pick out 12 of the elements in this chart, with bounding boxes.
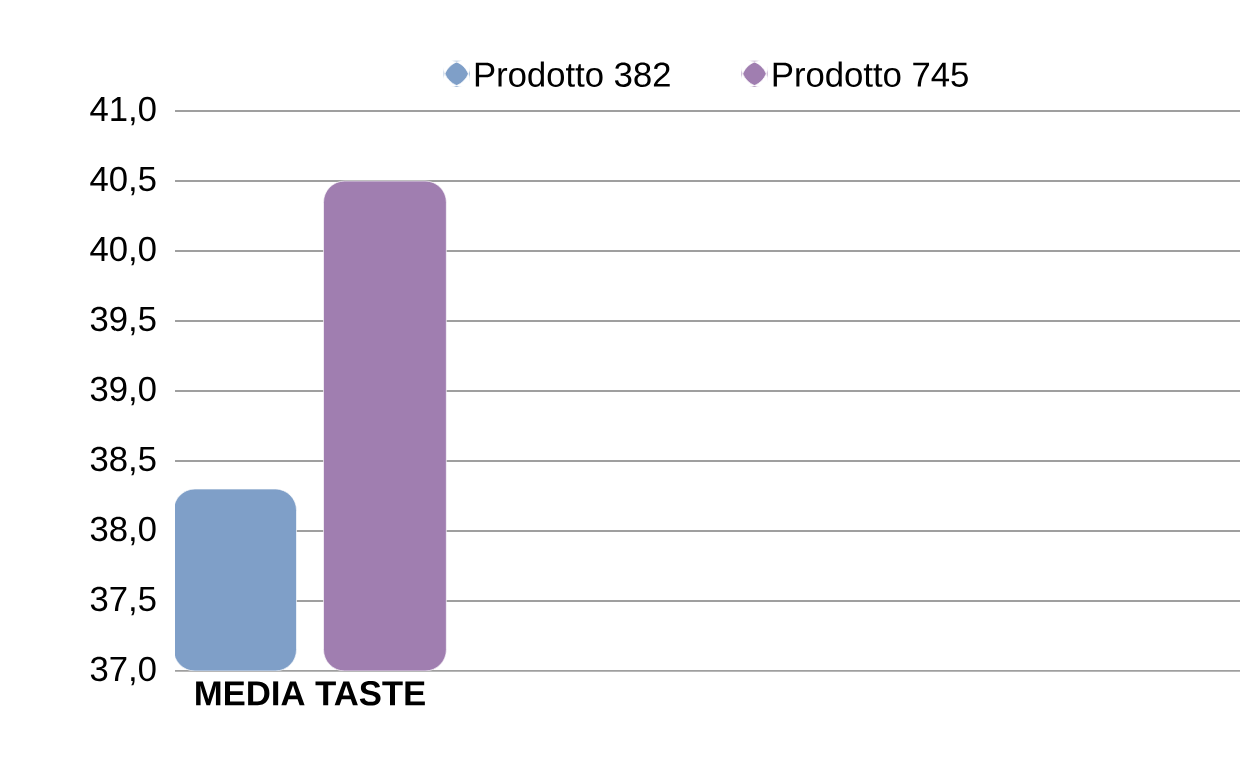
x-tick-label: MEDIA TASTE — [196, 681, 425, 706]
y-tick-label: 38,0 — [90, 516, 156, 546]
y-tick-label: 37,5 — [90, 586, 156, 616]
y-tick-label: 40,5 — [90, 166, 156, 196]
y-tick-label: 39,5 — [90, 306, 156, 336]
y-tick-label: 38,5 — [90, 446, 156, 476]
y-tick-label: 41,0 — [90, 96, 156, 126]
y-tick-label: 37,0 — [90, 656, 156, 686]
y-tick-label: 40,0 — [90, 236, 156, 266]
legend-label: Prodotto 382 — [475, 61, 670, 87]
legend-label: Prodotto 745 — [773, 61, 968, 87]
y-tick-label: 39,0 — [90, 376, 156, 406]
